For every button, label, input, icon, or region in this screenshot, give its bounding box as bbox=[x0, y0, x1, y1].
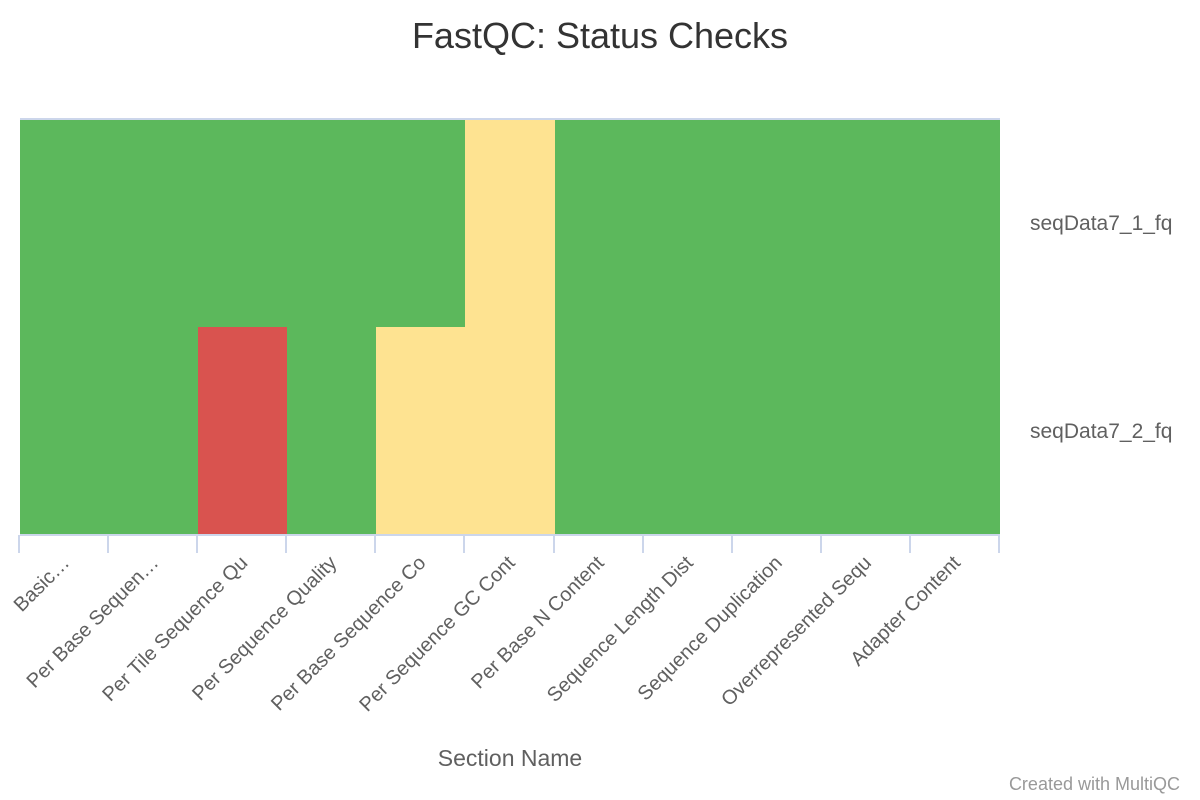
heatmap-cell[interactable] bbox=[287, 119, 376, 327]
heatmap-cell[interactable] bbox=[822, 119, 911, 327]
heatmap-cell[interactable] bbox=[376, 119, 465, 327]
x-axis bbox=[18, 118, 1000, 553]
column-label: Sequence Length Dist bbox=[543, 552, 698, 707]
row-label: seqData7_1_fq bbox=[1030, 212, 1172, 235]
heatmap-cell[interactable] bbox=[20, 119, 109, 327]
heatmap-cell[interactable] bbox=[555, 327, 644, 535]
heatmap-cell[interactable] bbox=[465, 327, 555, 535]
heatmap-cell[interactable] bbox=[287, 327, 376, 535]
column-label: Per Sequence GC Cont bbox=[355, 552, 519, 716]
column-labels: Basic…Per Base Sequen…Per Tile Sequence … bbox=[10, 552, 966, 716]
heatmap-cell[interactable] bbox=[465, 119, 555, 327]
heatmap-cell[interactable] bbox=[911, 327, 1000, 535]
heatmap-cell[interactable] bbox=[822, 327, 911, 535]
column-label: Per Tile Sequence Qu bbox=[98, 552, 252, 706]
chart-title: FastQC: Status Checks bbox=[412, 15, 788, 56]
column-label: Sequence Duplication bbox=[634, 552, 787, 705]
heatmap-cell[interactable] bbox=[20, 327, 109, 535]
column-label: Overrepresented Sequ bbox=[717, 552, 876, 711]
heatmap-cell[interactable] bbox=[198, 327, 287, 535]
heatmap-cell[interactable] bbox=[555, 119, 644, 327]
heatmap-cell[interactable] bbox=[198, 119, 287, 327]
heatmap-cell[interactable] bbox=[644, 119, 733, 327]
heatmap-cell[interactable] bbox=[733, 119, 822, 327]
heatmap-cells bbox=[20, 119, 1000, 535]
heatmap-cell[interactable] bbox=[109, 327, 198, 535]
row-label: seqData7_2_fq bbox=[1030, 420, 1172, 443]
heatmap-cell[interactable] bbox=[733, 327, 822, 535]
heatmap-cell[interactable] bbox=[911, 119, 1000, 327]
row-labels: seqData7_1_fq seqData7_2_fq bbox=[1030, 212, 1172, 443]
heatmap-cell[interactable] bbox=[644, 327, 733, 535]
heatmap-cell[interactable] bbox=[376, 327, 465, 535]
column-label: Per Sequence Quality bbox=[188, 552, 341, 705]
x-axis-title: Section Name bbox=[438, 745, 582, 771]
column-label: Per Base Sequence Co bbox=[267, 552, 430, 715]
heatmap-cell[interactable] bbox=[109, 119, 198, 327]
credit-link[interactable]: Created with MultiQC bbox=[1009, 774, 1180, 794]
column-label: Basic… bbox=[10, 552, 74, 616]
